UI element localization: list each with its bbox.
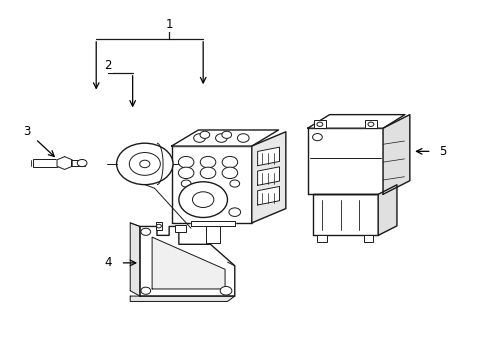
Bar	[156, 222, 162, 230]
Text: 5: 5	[438, 145, 446, 158]
Text: 4: 4	[104, 256, 112, 269]
Circle shape	[228, 208, 240, 216]
Polygon shape	[257, 167, 279, 185]
Circle shape	[193, 134, 205, 142]
Circle shape	[200, 131, 209, 138]
Circle shape	[178, 157, 194, 168]
Polygon shape	[251, 132, 285, 223]
Polygon shape	[171, 130, 278, 146]
Circle shape	[116, 143, 173, 185]
Polygon shape	[307, 128, 382, 194]
Bar	[175, 225, 186, 232]
Circle shape	[181, 180, 191, 187]
Circle shape	[141, 287, 150, 294]
Polygon shape	[382, 114, 409, 194]
Polygon shape	[307, 114, 404, 128]
Circle shape	[222, 157, 237, 168]
Circle shape	[178, 167, 194, 179]
Circle shape	[222, 167, 237, 179]
Circle shape	[316, 122, 322, 126]
Circle shape	[200, 157, 215, 168]
Polygon shape	[191, 221, 234, 226]
Circle shape	[200, 167, 215, 179]
Circle shape	[141, 228, 150, 235]
Circle shape	[179, 182, 227, 217]
Circle shape	[312, 134, 322, 141]
Bar	[205, 226, 220, 243]
Circle shape	[77, 159, 87, 167]
Circle shape	[192, 192, 213, 207]
Bar	[317, 235, 326, 242]
Circle shape	[220, 287, 231, 295]
Polygon shape	[312, 194, 377, 235]
Bar	[71, 159, 84, 166]
Polygon shape	[171, 146, 251, 223]
Polygon shape	[130, 296, 234, 301]
Circle shape	[229, 180, 239, 187]
Text: 1: 1	[165, 18, 173, 31]
Polygon shape	[140, 226, 234, 296]
Polygon shape	[257, 147, 279, 166]
Text: 2: 2	[104, 59, 112, 72]
Bar	[365, 120, 376, 128]
Text: 3: 3	[23, 125, 30, 138]
Circle shape	[215, 134, 227, 142]
Bar	[363, 235, 372, 242]
Polygon shape	[57, 157, 72, 170]
Circle shape	[367, 122, 373, 126]
Polygon shape	[152, 237, 224, 289]
Circle shape	[237, 134, 248, 142]
Polygon shape	[257, 186, 279, 205]
Bar	[33, 158, 64, 167]
Circle shape	[129, 153, 160, 175]
Circle shape	[156, 224, 161, 228]
Circle shape	[222, 131, 231, 138]
Bar	[313, 120, 325, 128]
Polygon shape	[377, 185, 396, 235]
Polygon shape	[130, 223, 140, 296]
Circle shape	[140, 160, 150, 168]
